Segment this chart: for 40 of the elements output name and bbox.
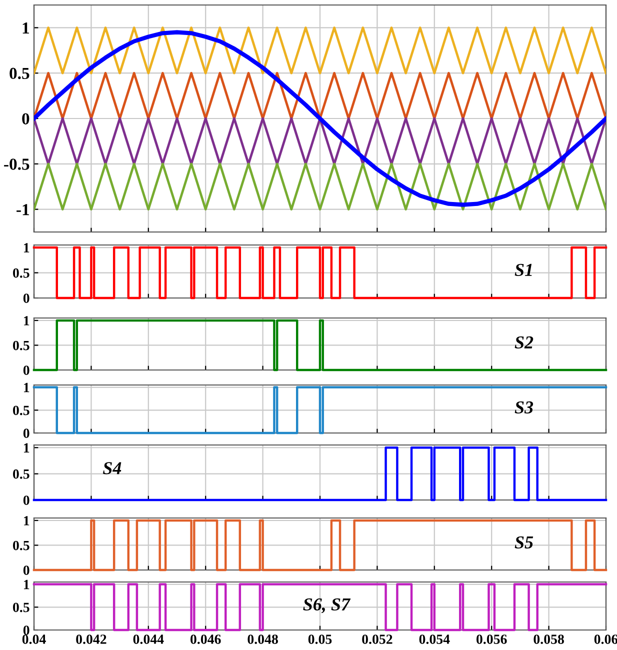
line-series — [34, 30, 606, 207]
y-tick-label: 1 — [24, 580, 30, 590]
y-tick-label: 1 — [24, 516, 30, 526]
y-tick-label: -1 — [16, 204, 29, 216]
y-tick-label: 1 — [24, 382, 30, 392]
y-tick-label: 1 — [24, 316, 30, 326]
series-label: S6, S7 — [303, 598, 351, 614]
x-tick-label: 0.046 — [190, 634, 221, 644]
y-tick-label: 0 — [23, 428, 30, 438]
y-tick-label: 0.5 — [13, 340, 30, 350]
y-tick-label: 1 — [24, 243, 30, 252]
y-tick-label: 0 — [23, 496, 30, 505]
y-tick-label: 0.5 — [13, 406, 30, 416]
x-tick-label: 0.04 — [22, 634, 46, 644]
series-label: S4 — [102, 462, 122, 474]
series-label: S3 — [514, 401, 534, 414]
y-tick-label: 1 — [24, 443, 30, 452]
y-tick-label: 0 — [23, 566, 30, 575]
y-tick-label: 0.5 — [13, 602, 30, 612]
x-tick-label: 0.048 — [248, 634, 278, 644]
y-tick-label: 0.5 — [10, 68, 30, 80]
x-tick-label: 0.054 — [419, 634, 450, 644]
y-tick-label: 0.5 — [13, 268, 30, 278]
series-label: S2 — [514, 336, 534, 349]
x-tick-label: 0.042 — [76, 634, 106, 644]
series-label: S5 — [514, 536, 534, 549]
x-tick-label: 0.058 — [534, 634, 564, 644]
y-tick-label: 0.5 — [13, 540, 30, 550]
y-tick-label: 1 — [22, 22, 29, 34]
y-tick-label: 0 — [23, 626, 30, 635]
x-tick-label: 0.052 — [362, 634, 392, 644]
y-tick-label: 0 — [23, 294, 30, 303]
y-tick-label: 0 — [22, 113, 30, 124]
y-tick-label: 0.5 — [13, 469, 30, 479]
y-tick-label: -0.5 — [4, 158, 30, 170]
y-tick-label: 0 — [23, 366, 30, 375]
x-tick-label: 0.056 — [476, 634, 507, 644]
x-tick-label: 0.044 — [133, 634, 164, 644]
series-label: S1 — [514, 264, 532, 276]
x-tick-label: 0.05 — [308, 634, 332, 644]
